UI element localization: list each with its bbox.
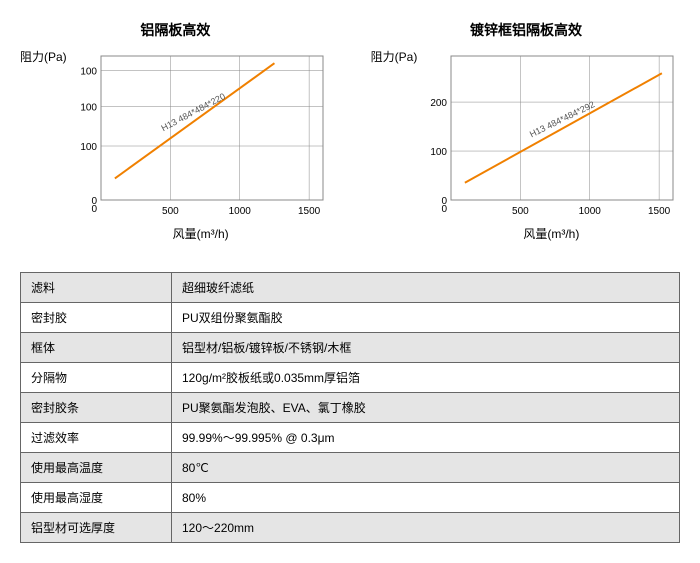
chart2-title: 镀锌框铝隔板高效	[371, 20, 682, 40]
table-row: 框体铝型材/铝板/镀锌板/不锈钢/木框	[21, 333, 680, 363]
svg-text:0: 0	[442, 204, 448, 215]
spec-label: 使用最高湿度	[21, 483, 172, 513]
svg-text:100: 100	[431, 147, 448, 158]
table-row: 密封胶PU双组份聚氨酯胶	[21, 303, 680, 333]
spec-label: 密封胶	[21, 303, 172, 333]
spec-value: PU双组份聚氨酯胶	[172, 303, 680, 333]
spec-label: 铝型材可选厚度	[21, 513, 172, 543]
spec-label: 框体	[21, 333, 172, 363]
svg-text:100: 100	[80, 102, 97, 113]
svg-text:100: 100	[80, 142, 97, 153]
chart2-xlabel: 风量(m³/h)	[421, 225, 681, 242]
table-row: 使用最高温度80℃	[21, 453, 680, 483]
chart1-container: 铝隔板高效 阻力(Pa) 0 100 100 100 500 1000 1500 H13 48…	[20, 20, 331, 242]
spec-value: 超细玻纤滤纸	[172, 273, 680, 303]
spec-label: 过滤效率	[21, 423, 172, 453]
table-row: 过滤效率99.99%～99.995% @ 0.3μm	[21, 423, 680, 453]
table-row: 铝型材可选厚度120～220mm	[21, 513, 680, 543]
svg-text:200: 200	[431, 98, 448, 109]
spec-value: 99.99%～99.995% @ 0.3μm	[172, 423, 680, 453]
table-row: 滤料超细玻纤滤纸	[21, 273, 680, 303]
svg-text:1000: 1000	[228, 206, 251, 217]
spec-label: 分隔物	[21, 363, 172, 393]
table-row: 使用最高湿度80%	[21, 483, 680, 513]
chart2-container: 镀锌框铝隔板高效 阻力(Pa) 0 100 200 500 1000 1500 H13 48…	[371, 20, 682, 242]
chart2-plot: 010020050010001500H13 484*484*2920	[421, 48, 681, 218]
spec-table: 滤料超细玻纤滤纸密封胶PU双组份聚氨酯胶框体铝型材/铝板/镀锌板/不锈钢/木框分…	[20, 272, 680, 543]
spec-value: 120g/m²胶板纸或0.035mm厚铝箔	[172, 363, 680, 393]
chart2-ylabel: 阻力(Pa)	[371, 48, 418, 65]
spec-value: 铝型材/铝板/镀锌板/不锈钢/木框	[172, 333, 680, 363]
svg-text:100: 100	[80, 66, 97, 77]
svg-text:1500: 1500	[648, 206, 671, 217]
chart1-title: 铝隔板高效	[20, 20, 331, 40]
svg-text:500: 500	[162, 206, 179, 217]
svg-text:H13 484*484*292: H13 484*484*292	[528, 99, 596, 139]
chart1-xlabel: 风量(m³/h)	[71, 225, 331, 242]
spec-label: 使用最高温度	[21, 453, 172, 483]
svg-text:500: 500	[512, 206, 529, 217]
svg-text:H13 484*484*220: H13 484*484*220	[159, 91, 226, 133]
svg-text:1500: 1500	[298, 206, 321, 217]
chart1-ylabel: 阻力(Pa)	[20, 48, 67, 65]
spec-value: 120～220mm	[172, 513, 680, 543]
svg-text:1000: 1000	[579, 206, 602, 217]
spec-value: PU聚氨酯发泡胶、EVA、氯丁橡胶	[172, 393, 680, 423]
chart1-plot: 010010010050010001500H13 484*484*2200	[71, 48, 331, 218]
table-row: 密封胶条PU聚氨酯发泡胶、EVA、氯丁橡胶	[21, 393, 680, 423]
charts-row: 铝隔板高效 阻力(Pa) 010010010050010001500H13 48…	[20, 20, 680, 242]
spec-label: 滤料	[21, 273, 172, 303]
spec-value: 80℃	[172, 453, 680, 483]
spec-value: 80%	[172, 483, 680, 513]
svg-text:0: 0	[91, 204, 97, 215]
table-row: 分隔物120g/m²胶板纸或0.035mm厚铝箔	[21, 363, 680, 393]
spec-label: 密封胶条	[21, 393, 172, 423]
